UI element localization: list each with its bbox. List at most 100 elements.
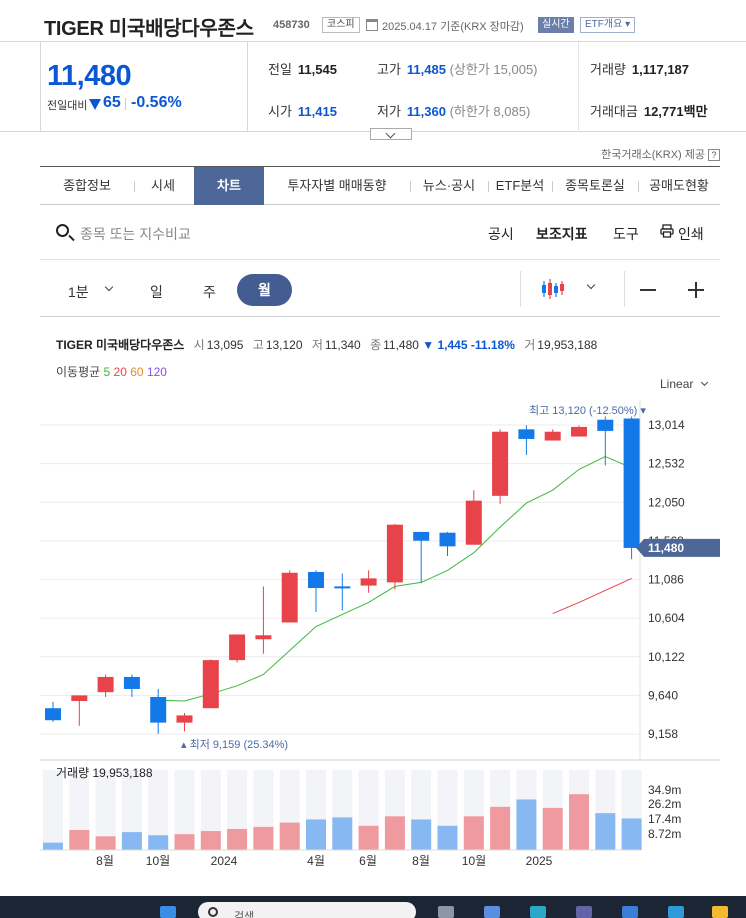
zoom-out-icon[interactable] <box>640 289 656 291</box>
scale-mode-dropdown[interactable]: Linear <box>660 377 708 391</box>
divider <box>134 181 135 192</box>
stock-code: 458730 <box>273 19 310 31</box>
divider <box>638 181 639 192</box>
volume-bar <box>95 836 116 850</box>
tab-etf-analysis[interactable]: ETF분석 <box>495 178 545 193</box>
store-icon[interactable] <box>622 906 638 918</box>
disclosure-button[interactable]: 공시 <box>488 226 514 242</box>
calendar-icon <box>366 19 378 31</box>
tab-short-selling[interactable]: 공매도현황 <box>649 178 709 193</box>
candle <box>465 500 482 545</box>
moving-average-legend[interactable]: 이동평균 5 20 60 120 <box>56 365 167 379</box>
indicator-button[interactable]: 보조지표 <box>536 226 588 242</box>
x-tick-label: 8월 <box>412 854 430 868</box>
current-price-tag <box>636 538 720 557</box>
stat-prev: 전일 11,545 <box>268 62 337 77</box>
x-tick-label: 2024 <box>211 854 238 868</box>
tab-chart[interactable]: 차트 <box>194 167 264 205</box>
etf-overview-dropdown[interactable]: ETF개요 ▾ <box>580 17 636 33</box>
help-icon[interactable]: ? <box>708 149 720 161</box>
base-date: 2025.04.17 기준(KRX 장마감) <box>382 21 524 33</box>
y-tick-label: 12,532 <box>648 457 685 471</box>
price-change-pct: -0.56% <box>131 94 182 111</box>
app-icon[interactable] <box>484 906 500 918</box>
print-button[interactable]: 인쇄 <box>678 226 704 242</box>
file-explorer-icon[interactable] <box>712 906 728 918</box>
realtime-badge[interactable]: 실시간 <box>538 17 574 33</box>
volume-bar <box>253 826 274 850</box>
y-tick-label: 10,604 <box>648 611 685 625</box>
tab-overview[interactable]: 종합정보 <box>63 178 111 193</box>
windows-start-icon[interactable] <box>160 906 176 918</box>
candle <box>229 634 246 661</box>
divider <box>520 271 521 307</box>
collapse-button[interactable] <box>370 128 412 140</box>
ma20-line <box>552 577 632 615</box>
price-chart[interactable]: 9,1589,64010,12210,60411,08611,56812,050… <box>0 0 746 896</box>
x-tick-label: 4월 <box>307 854 325 868</box>
chart-toolbar: 종목 또는 지수비교 공시 보조지표 도구 인쇄 <box>40 206 720 260</box>
tools-button[interactable]: 도구 <box>613 226 639 242</box>
volume-bar <box>279 822 300 850</box>
volume-tick-label: 8.72m <box>648 827 681 841</box>
y-tick-label: 9,640 <box>648 688 678 702</box>
candlestick-chart-icon[interactable] <box>540 277 566 301</box>
period-week[interactable]: 주 <box>203 284 216 300</box>
volume-bar <box>542 807 563 850</box>
volume-title: 거래량 19,953,188 <box>56 766 153 780</box>
search-icon <box>208 907 218 917</box>
app-icon[interactable] <box>668 906 684 918</box>
period-month[interactable]: 월 <box>237 274 292 306</box>
volume-bar <box>227 828 248 850</box>
x-tick-label: 10월 <box>146 854 170 868</box>
volume-bar <box>516 799 537 850</box>
volume-tick-label: 17.4m <box>648 812 681 826</box>
candle <box>623 418 640 548</box>
tab-news[interactable]: 뉴스·공시 <box>422 178 476 193</box>
volume-bar <box>595 813 616 850</box>
stat-high: 고가 11,485 (상한가 15,005) <box>377 62 538 77</box>
compare-search-input[interactable]: 종목 또는 지수비교 <box>80 226 191 242</box>
candle <box>439 532 456 547</box>
volume-bar <box>121 832 142 850</box>
price-change: 65 <box>103 94 121 111</box>
x-tick-label: 8월 <box>96 854 114 868</box>
volume-bar <box>332 817 353 850</box>
candle <box>281 572 298 623</box>
volume-bg <box>174 770 195 850</box>
volume-tick-label: 26.2m <box>648 797 681 811</box>
printer-icon[interactable] <box>660 224 674 238</box>
volume-bar <box>306 819 326 850</box>
y-tick-label: 11,086 <box>648 573 684 587</box>
search-icon[interactable] <box>56 224 69 237</box>
tab-discussion[interactable]: 종목토론실 <box>565 178 625 193</box>
ohlc-legend: TIGER 미국배당다우존스 시 13,095 고 13,120 저 11,340 종… <box>56 338 598 352</box>
volume-bar <box>69 830 90 850</box>
volume-bar <box>437 825 458 850</box>
period-selector: 1분 일 주 월 <box>40 261 720 317</box>
current-price-box: 11,480 전일대비 65 -0.56% <box>40 42 248 132</box>
tab-investor-trading[interactable]: 투자자별 매매동향 <box>287 178 387 193</box>
candle <box>308 571 324 588</box>
x-tick-label: 2025 <box>526 854 553 868</box>
candle <box>571 426 587 437</box>
candle <box>544 431 561 441</box>
candle <box>45 708 61 721</box>
volume-bar <box>200 831 221 850</box>
period-day[interactable]: 일 <box>150 284 163 300</box>
candle <box>71 695 88 701</box>
period-minute[interactable]: 1분 <box>68 284 89 300</box>
stat-volume: 거래량 1,117,187 <box>590 62 690 77</box>
tab-quotes[interactable]: 시세 <box>151 178 175 193</box>
volume-bg <box>43 770 63 850</box>
taskbar-search[interactable]: 검색 <box>198 902 416 918</box>
teams-icon[interactable] <box>576 906 592 918</box>
edge-browser-icon[interactable] <box>530 906 546 918</box>
task-view-icon[interactable] <box>438 906 454 918</box>
candle <box>176 715 193 723</box>
volume-bar <box>463 816 484 850</box>
zoom-in-icon[interactable] <box>695 282 697 298</box>
max-label: 최고 13,120 (-12.50%) ▾ <box>529 404 646 417</box>
chart-annotations: 최고 13,120 (-12.50%) ▾ ▴ 최저 9,159 (25.34%)… <box>181 404 720 751</box>
y-tick-label: 12,050 <box>648 495 685 509</box>
